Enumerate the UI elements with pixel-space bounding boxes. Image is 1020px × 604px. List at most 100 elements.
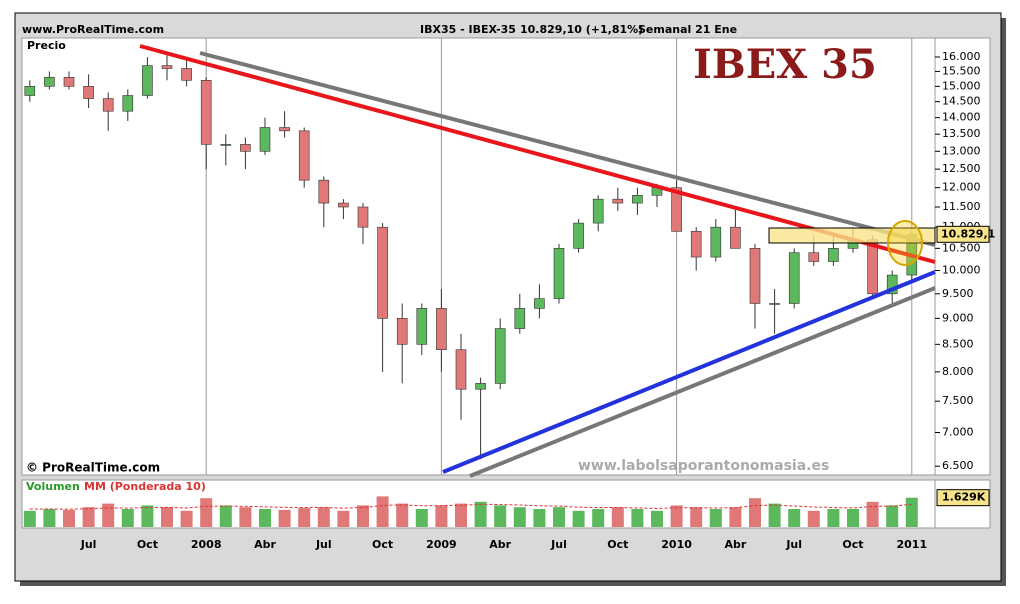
volume-bar	[553, 507, 565, 527]
y-tick-label: 10.000	[942, 263, 981, 276]
volume-bar	[298, 508, 311, 527]
candle-body	[357, 206, 369, 228]
volume-bar	[513, 507, 526, 527]
volume-tag-label: 1.629K	[942, 491, 986, 504]
x-tick-label: Jul	[80, 538, 97, 551]
candle-body	[338, 202, 349, 208]
volume-tag	[936, 489, 990, 507]
x-tick-label: Jul	[315, 538, 332, 551]
candle-body	[475, 383, 486, 390]
x-tick-label: 2009	[426, 538, 457, 551]
candle-body	[181, 68, 192, 81]
candle-body	[808, 252, 820, 262]
volume-bar	[494, 505, 507, 527]
volume-bar	[63, 509, 75, 527]
candle-body	[886, 274, 898, 295]
candle-body	[122, 95, 134, 112]
price-axis	[934, 37, 991, 476]
x-tick-label: 2011	[896, 538, 927, 551]
candle-body	[455, 349, 467, 390]
instrument: IBX35 - IBEX-35	[420, 23, 516, 36]
y-tick-label: 15.500	[942, 64, 981, 77]
volume-bar	[847, 509, 859, 527]
quote: 10.829,10 (+1,81%)	[520, 23, 643, 36]
candle-body	[553, 248, 565, 299]
candle-body	[769, 303, 780, 305]
volume-bar	[533, 509, 546, 527]
volume-bar	[670, 505, 683, 527]
highlight	[887, 220, 923, 266]
candle-body	[828, 248, 839, 262]
y-tick-label: 14.500	[942, 95, 981, 108]
y-tick-label: 15.000	[942, 79, 981, 92]
candle-body	[592, 198, 604, 224]
volume-bar	[396, 503, 409, 527]
candle-body	[83, 86, 94, 99]
candle-body	[318, 179, 330, 204]
candle-body	[494, 328, 506, 384]
x-tick-label: Abr	[724, 538, 746, 551]
volume-bar	[376, 496, 389, 527]
volume-label: Volumen	[26, 480, 80, 493]
copyright: © ProRealTime.com	[26, 461, 160, 475]
period: Semanal 21 Ene	[638, 23, 737, 36]
x-tick-label: Jul	[550, 538, 567, 551]
candle-body	[788, 252, 800, 304]
candle-body	[632, 195, 643, 204]
volume-bar	[807, 510, 820, 527]
resistance-zone	[768, 227, 936, 244]
ma-line	[29, 503, 912, 510]
y-tick-label: 7.500	[942, 394, 974, 407]
x-tick-label: Abr	[489, 538, 511, 551]
x-tick-label: 2010	[661, 538, 692, 551]
volume-bar	[219, 505, 232, 527]
volume-bar	[435, 505, 448, 527]
volume-bar	[827, 509, 840, 527]
price-tag-label: 10.829,1	[941, 227, 995, 240]
candle-body	[200, 79, 212, 145]
volume-bar	[631, 509, 644, 527]
x-tick-label: 2008	[191, 538, 222, 551]
volume-bar	[180, 510, 193, 527]
x-tick-label: Oct	[137, 538, 158, 551]
candle-body	[690, 231, 702, 258]
x-tick-label: Oct	[372, 538, 393, 551]
volume-bar	[474, 501, 487, 527]
volume-bar	[572, 510, 585, 527]
axis-label: Precio	[27, 39, 66, 52]
y-tick-label: 8.500	[942, 337, 974, 350]
volume-bar	[788, 509, 801, 527]
plot-area	[21, 37, 936, 476]
candle-body	[161, 65, 173, 69]
ma-label: MM (Ponderada 10)	[84, 480, 206, 493]
candle-body	[730, 226, 741, 249]
volume-bar	[690, 507, 703, 527]
chart-title: IBEX 35	[693, 41, 877, 88]
watermark: www.labolsaporantonomasia.es	[578, 458, 829, 474]
trendline	[199, 51, 936, 247]
candle-body	[259, 127, 271, 152]
volume-bar	[200, 498, 213, 527]
volume-bar	[749, 498, 761, 527]
volume-bar	[592, 509, 605, 527]
candle-body	[671, 187, 682, 232]
x-tick-label: Jul	[785, 538, 802, 551]
volume-bar	[415, 509, 428, 527]
y-tick-label: 11.500	[942, 200, 981, 213]
volume-bar	[337, 510, 350, 527]
candle-body	[416, 308, 428, 345]
volume-bar	[651, 510, 663, 527]
trendline	[442, 270, 936, 474]
volume-bar	[102, 503, 115, 527]
volume-bar	[357, 505, 369, 527]
y-tick-label: 10.500	[942, 241, 981, 254]
y-tick-label: 13.000	[942, 144, 981, 157]
candle-body	[377, 226, 388, 319]
y-tick-label: 7.000	[942, 426, 974, 439]
candle-body	[142, 65, 153, 96]
volume-bar	[161, 507, 173, 527]
volume-bar	[455, 503, 467, 527]
volume-bar	[709, 509, 722, 527]
volume-bar	[121, 509, 134, 527]
